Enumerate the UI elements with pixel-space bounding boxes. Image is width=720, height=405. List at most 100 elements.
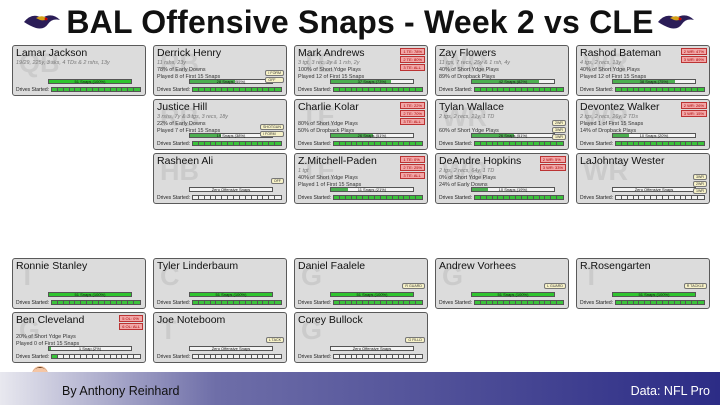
snap-share-fill xyxy=(472,293,554,296)
drive-cell xyxy=(404,88,411,91)
drive-cell xyxy=(504,301,511,304)
drive-cell xyxy=(539,142,546,145)
personnel-tag: 2 TE: 25% xyxy=(400,164,425,171)
snap-count-label: 51 Snaps (100%) xyxy=(215,292,247,297)
player-stat-line: 11 rshs, 23y xyxy=(157,60,186,66)
player-card: WR DeAndre Hopkins 2 tgs, 2 recs, 64y, 1 T… xyxy=(435,153,569,204)
drives-started-label: Drives Started: xyxy=(580,87,614,93)
player-stat-line: 24% of Early Downs xyxy=(439,182,488,188)
drive-cell xyxy=(122,88,129,91)
drive-cell xyxy=(404,142,411,145)
drive-cell xyxy=(698,88,704,91)
drive-cell xyxy=(486,88,493,91)
drives-started-grid xyxy=(333,354,423,359)
drives-started-label: Drives Started: xyxy=(439,195,473,201)
drive-cell xyxy=(193,88,199,91)
personnel-tag: 6 OL: ALL xyxy=(119,323,143,330)
drive-cell xyxy=(239,88,246,91)
drive-cell xyxy=(380,142,387,145)
drive-cell xyxy=(492,196,499,199)
snap-count-label: 42 Snaps (82%) xyxy=(498,79,528,84)
drive-cell xyxy=(404,301,411,304)
player-card: WR Devontez Walker 2 tgs, 2 recs, 26y, 2 T… xyxy=(576,99,710,150)
drives-started-grid xyxy=(474,300,564,305)
player-name: Derrick Henry xyxy=(157,47,222,59)
drive-cell xyxy=(551,88,558,91)
drive-cell xyxy=(222,196,229,199)
drive-cell xyxy=(692,196,699,199)
drives-started-grid xyxy=(333,141,423,146)
formation-badge: OFF xyxy=(270,178,284,184)
personnel-tags: 2 WR: 26% 3 WR: 15% xyxy=(680,102,707,117)
drive-cell xyxy=(645,196,652,199)
drive-cell xyxy=(257,301,264,304)
drive-cell xyxy=(369,355,376,358)
snap-share-bar: 26 Snaps (51%) xyxy=(471,133,555,138)
drives-started-grid xyxy=(615,87,705,92)
drive-cell xyxy=(651,142,658,145)
snap-share-fill xyxy=(190,293,272,296)
player-name: Joe Noteboom xyxy=(157,314,226,326)
drive-cell xyxy=(134,88,140,91)
snap-share-fill xyxy=(190,134,222,137)
drive-cell xyxy=(633,301,640,304)
drive-cell xyxy=(698,196,704,199)
drive-cell xyxy=(557,301,563,304)
drive-cell xyxy=(533,196,540,199)
drive-cell xyxy=(369,301,376,304)
player-name: Z.Mitchell-Paden xyxy=(298,155,377,167)
player-stat-line: Played 1 of First 15 Snaps xyxy=(298,182,362,188)
snap-share-fill xyxy=(613,293,695,296)
drive-cell xyxy=(110,88,117,91)
drive-cell xyxy=(193,355,199,358)
drive-cell xyxy=(257,355,264,358)
footer-banner: By Anthony Reinhard Data: NFL Pro xyxy=(0,372,720,405)
player-card: TE Z.Mitchell-Paden 1 tgt 40% of Short Ydge… xyxy=(294,153,428,204)
drive-cell xyxy=(75,301,82,304)
snap-share-fill xyxy=(472,134,514,137)
snap-share-bar: 51 Snaps (100%) xyxy=(471,292,555,297)
player-name: Corey Bullock xyxy=(298,314,363,326)
formation-badge: G FILLD xyxy=(405,337,425,343)
drive-cell xyxy=(216,142,223,145)
player-card: WR Tylan Wallace 2 tgs, 2 recs, 21y, 1 TD 6… xyxy=(435,99,569,150)
drive-cell xyxy=(386,142,393,145)
player-stat-line: Played 0 of First 15 Snaps xyxy=(16,341,80,347)
drive-cell xyxy=(680,142,687,145)
drives-started-label: Drives Started: xyxy=(16,300,50,306)
drive-cell xyxy=(545,142,552,145)
snap-share-bar: Zero Offensive Snaps xyxy=(189,346,273,351)
drive-cell xyxy=(128,355,135,358)
drive-cell xyxy=(339,301,346,304)
player-card: WR Rashod Bateman 4 tgs, 2 recs, 13y 40% of… xyxy=(576,45,710,96)
drive-cell xyxy=(210,355,217,358)
player-name: Charlie Kolar xyxy=(298,101,359,113)
drive-cell xyxy=(533,301,540,304)
player-stat-line: 19/29, 225y, 3 sks, 4 TDs & 2 rshs, 13y xyxy=(16,60,110,66)
player-name: Tyler Linderbaum xyxy=(157,260,239,272)
drive-cell xyxy=(245,196,252,199)
drive-cell xyxy=(216,301,223,304)
drive-cell xyxy=(210,88,217,91)
drive-cell xyxy=(375,88,381,91)
drive-cell xyxy=(486,142,493,145)
snap-share-bar: 28 Snaps (55%) xyxy=(189,79,273,84)
drive-cell xyxy=(222,142,229,145)
drive-cell xyxy=(398,301,405,304)
snap-share-bar: 38 Snaps (75%) xyxy=(612,79,696,84)
player-card: WR LaJohntay Wester Zero Offensive Snaps … xyxy=(576,153,710,204)
drive-cell xyxy=(651,301,658,304)
drive-cell xyxy=(492,88,499,91)
player-card: T Joe Noteboom Zero Offensive Snaps Drive… xyxy=(153,312,287,363)
drive-cell xyxy=(475,301,481,304)
drive-cell xyxy=(257,88,264,91)
player-card: T R.Rosengarten 51 Snaps (100%) Drives St… xyxy=(576,258,710,309)
drive-cell xyxy=(193,301,199,304)
snap-share-fill xyxy=(472,80,540,83)
player-stat-line: 40% of Short Ydge Plays xyxy=(298,175,358,181)
drive-cell xyxy=(475,88,481,91)
drive-cell xyxy=(222,88,229,91)
personnel-tag: 3 WR: 89% xyxy=(680,56,707,63)
personnel-tag: 3 TE: ALL xyxy=(400,172,425,179)
player-stat-line: 40% of Short Ydge Plays xyxy=(439,67,499,73)
